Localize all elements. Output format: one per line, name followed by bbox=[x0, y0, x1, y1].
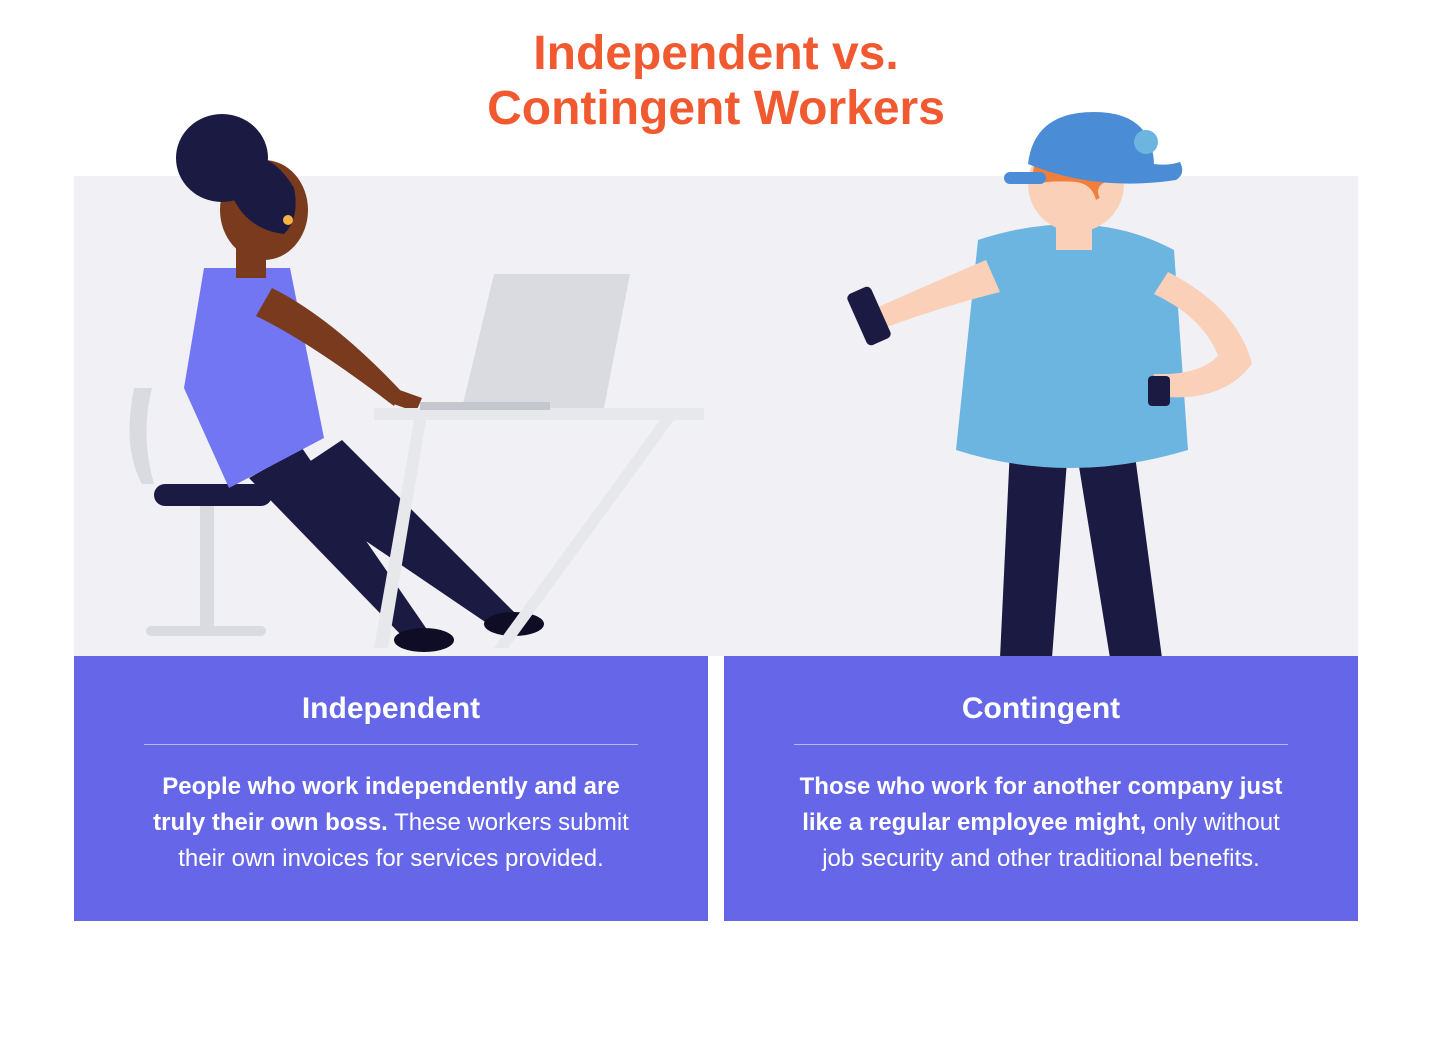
illustration-row bbox=[74, 88, 1358, 656]
contingent-worker-illustration bbox=[716, 88, 1356, 656]
panel-contingent: Contingent Those who work for another co… bbox=[724, 656, 1358, 921]
title-line-1: Independent vs. bbox=[74, 26, 1358, 81]
infographic-container: Independent vs. Contingent Workers bbox=[74, 0, 1358, 964]
panel-body-contingent: Those who work for another company just … bbox=[794, 769, 1288, 877]
illustration-contingent bbox=[716, 88, 1358, 656]
panel-independent: Independent People who work independentl… bbox=[74, 656, 708, 921]
panel-heading-contingent: Contingent bbox=[794, 692, 1288, 726]
illustration-independent bbox=[74, 88, 716, 656]
panel-body-independent: People who work independently and are tr… bbox=[144, 769, 638, 877]
divider bbox=[144, 744, 638, 745]
panels-row: Independent People who work independentl… bbox=[74, 656, 1358, 921]
independent-worker-illustration bbox=[74, 88, 714, 656]
panel-heading-independent: Independent bbox=[144, 692, 638, 726]
divider bbox=[794, 744, 1288, 745]
